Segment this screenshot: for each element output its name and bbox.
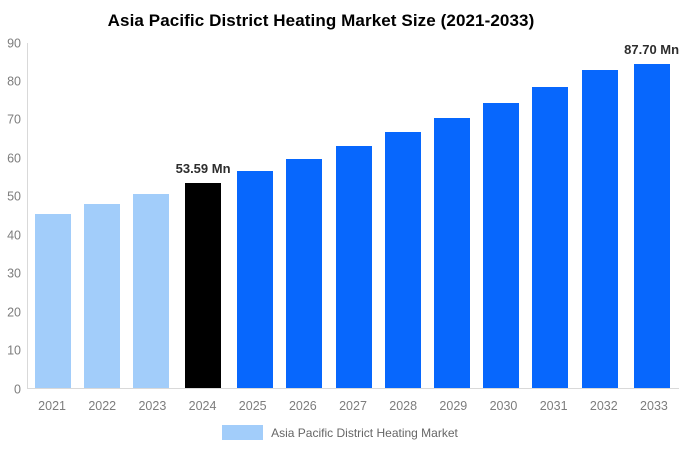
y-tick-label-20: 20: [7, 304, 21, 319]
x-axis: 2021 2022 2023 2024 2025 2026 2027 2028 2029 2030…: [27, 399, 679, 413]
bar-2029[interactable]: [433, 118, 470, 388]
x-tick-label-2031: 2031: [539, 399, 568, 413]
y-axis: 0 10 20 30 40 50 60 70 80 90: [0, 37, 21, 395]
x-tick-label-2028: 2028: [389, 399, 418, 413]
plot-area: 53.59 Mn 87.70 Mn: [27, 43, 679, 389]
y-tick-label-30: 30: [7, 266, 21, 281]
y-tick-label-80: 80: [7, 74, 21, 89]
y-tick-label-0: 0: [14, 381, 21, 396]
bar-value-label-2024: 53.59 Mn: [175, 160, 231, 176]
bar-slot-2023: [126, 43, 175, 388]
bar-slot-2033: 87.70 Mn: [624, 43, 679, 388]
legend-label: Asia Pacific District Heating Market: [271, 425, 458, 440]
y-tick-label-90: 90: [7, 35, 21, 50]
bar-2031[interactable]: [532, 86, 569, 388]
x-tick-label-2022: 2022: [88, 399, 117, 413]
chart-title: Asia Pacific District Heating Market Siz…: [107, 11, 535, 30]
x-tick-label-2023: 2023: [138, 399, 167, 413]
bar-slot-2028: [378, 43, 427, 388]
bar-slot-2021: [28, 43, 77, 388]
bar-2024[interactable]: [185, 182, 222, 388]
legend-swatch-icon: [222, 425, 264, 440]
bar-slot-2027: [329, 43, 378, 388]
bar-2021[interactable]: [34, 213, 71, 388]
bar-slot-2025: [231, 43, 280, 388]
bar-2025[interactable]: [237, 171, 274, 388]
x-tick-label-2030: 2030: [489, 399, 518, 413]
bar-slot-2032: [575, 43, 624, 388]
bar-2033[interactable]: [633, 64, 670, 388]
bar-2026[interactable]: [286, 158, 323, 388]
y-tick-label-40: 40: [7, 227, 21, 242]
bar-value-label-2033: 87.70 Mn: [624, 42, 680, 57]
x-tick-label-2033: 2033: [640, 399, 668, 413]
bar-2023[interactable]: [133, 194, 169, 388]
bar-2027[interactable]: [335, 146, 372, 388]
bar-slot-2026: [280, 43, 329, 388]
bar-2028[interactable]: [384, 132, 421, 388]
x-tick-label-2027: 2027: [339, 399, 367, 413]
bar-slot-2022: [77, 43, 126, 388]
y-tick-label-10: 10: [7, 343, 21, 358]
x-tick-label-2032: 2032: [589, 399, 618, 413]
legend: Asia Pacific District Heating Market: [0, 425, 680, 440]
y-tick-label-70: 70: [7, 112, 21, 127]
x-tick-label-2029: 2029: [439, 399, 468, 413]
x-tick-label-2021: 2021: [38, 399, 66, 413]
bar-slot-2029: [427, 43, 476, 388]
bar-2030[interactable]: [483, 102, 520, 388]
x-tick-label-2025: 2025: [238, 399, 267, 413]
x-tick-label-2026: 2026: [288, 399, 317, 413]
y-tick-label-60: 60: [7, 151, 21, 166]
bar-slot-2031: [526, 43, 575, 388]
bar-2022[interactable]: [83, 204, 120, 388]
bar-slot-2030: [477, 43, 526, 388]
bar-2032[interactable]: [581, 69, 618, 388]
bar-slot-2024: 53.59 Mn: [176, 43, 231, 388]
x-tick-label-2024: 2024: [188, 399, 217, 413]
legend-item[interactable]: Asia Pacific District Heating Market: [222, 425, 458, 440]
y-tick-label-50: 50: [7, 189, 21, 204]
